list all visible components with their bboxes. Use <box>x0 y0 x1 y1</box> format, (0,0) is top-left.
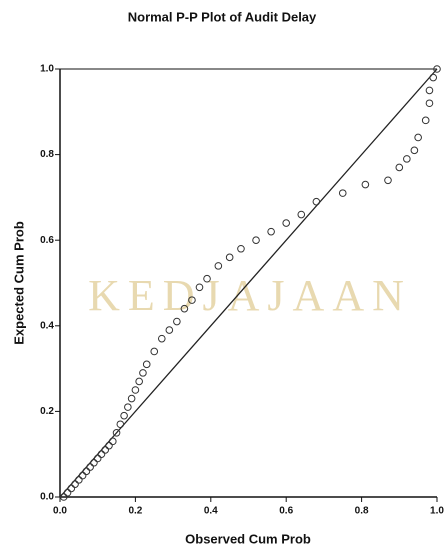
point <box>121 412 128 419</box>
point <box>79 472 86 479</box>
point <box>268 228 275 235</box>
point <box>426 100 433 107</box>
y-tick-label: 1.0 <box>40 64 54 75</box>
point <box>226 254 233 261</box>
point <box>83 468 90 475</box>
y-tick-label: 0.8 <box>40 149 54 160</box>
point <box>140 370 147 377</box>
point <box>339 190 346 197</box>
point <box>98 451 105 458</box>
point <box>253 237 260 244</box>
point <box>128 395 135 402</box>
point <box>215 263 222 270</box>
x-tick-label: 0.8 <box>355 506 369 517</box>
chart: Normal P-P Plot of Audit Delay KEDJAJAAN… <box>0 0 445 552</box>
y-tick-label: 0.4 <box>40 320 54 331</box>
y-tick-label: 0.2 <box>40 406 54 417</box>
point <box>91 459 98 466</box>
point <box>151 348 158 355</box>
x-axis-label: Observed Cum Prob <box>185 531 311 546</box>
y-axis-label: Expected Cum Prob <box>11 221 26 345</box>
point <box>362 181 369 188</box>
chart-title: Normal P-P Plot of Audit Delay <box>128 9 317 24</box>
x-tick-label: 0.2 <box>128 506 142 517</box>
y-tick-label: 0.6 <box>40 235 54 246</box>
x-tick-label: 0.0 <box>53 506 67 517</box>
point <box>106 442 113 449</box>
point <box>109 438 116 445</box>
point <box>422 117 429 124</box>
point <box>72 481 79 488</box>
point <box>411 147 418 154</box>
point <box>94 455 101 462</box>
point <box>136 378 143 385</box>
point <box>87 464 94 471</box>
x-tick-label: 0.4 <box>204 506 218 517</box>
point <box>125 404 132 411</box>
point <box>238 245 245 252</box>
point <box>102 447 109 454</box>
point <box>143 361 150 368</box>
x-tick-label: 1.0 <box>430 506 444 517</box>
point <box>117 421 124 428</box>
x-tick-label: 0.6 <box>279 506 293 517</box>
point <box>298 211 305 218</box>
point <box>426 87 433 94</box>
point <box>313 198 320 205</box>
point <box>64 489 71 496</box>
point <box>132 387 139 394</box>
point <box>68 485 75 492</box>
point <box>385 177 392 184</box>
point <box>396 164 403 171</box>
watermark: KEDJAJAAN <box>88 271 412 320</box>
point <box>415 134 422 141</box>
y-tick-label: 0.0 <box>40 492 54 503</box>
point <box>404 156 411 163</box>
point <box>430 74 437 81</box>
point <box>166 327 173 334</box>
point <box>76 477 83 484</box>
point <box>158 335 165 342</box>
point <box>283 220 290 227</box>
